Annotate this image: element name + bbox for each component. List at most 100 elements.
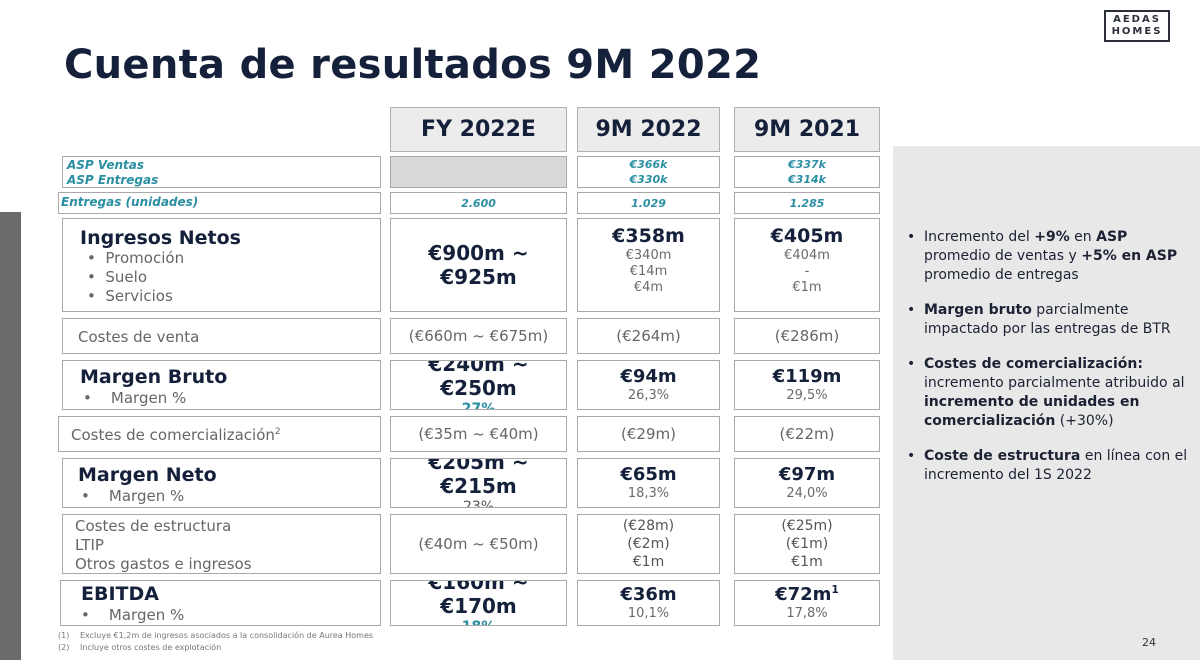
costes-comercializacion-fy: (€35m ~ €40m) xyxy=(418,425,539,443)
asp-entregas-9m2022: €330k xyxy=(629,173,668,186)
page-title: Cuenta de resultados 9M 2022 xyxy=(64,42,762,88)
entregas-9m2022-cell: 1.029 xyxy=(577,192,720,214)
margen-neto-9m2021-pct: 24,0% xyxy=(786,486,828,501)
commentary-text-run: en línea con el incremento del 1S 2022 xyxy=(924,448,1188,483)
margen-neto-sub: • Margen % xyxy=(81,487,185,505)
ingresos-9m2022-cell: €358m €340m €14m €4m xyxy=(577,218,720,312)
ebitda-9m2021: €72m xyxy=(775,584,832,605)
column-header-fy2022e: FY 2022E xyxy=(390,107,567,152)
costes-venta-9m2021-cell: (€286m) xyxy=(734,318,880,354)
entregas-fy-cell: 2.600 xyxy=(390,192,567,214)
commentary-text-run: promedio de ventas y xyxy=(924,248,1082,264)
margen-bruto-9m2022-pct: 26,3% xyxy=(627,388,670,403)
costes-estructura-fy: (€40m ~ €50m) xyxy=(418,535,539,553)
ingresos-9m2021-promocion: €404m xyxy=(784,248,830,263)
entregas-label: Entregas (unidades) xyxy=(61,195,199,209)
ltip-9m2022: (€2m) xyxy=(627,536,670,552)
commentary-text-run: incremento de unidades en comercializaci… xyxy=(924,394,1140,429)
margen-neto-9m2021: €97m xyxy=(778,464,836,485)
bullet-dot: • xyxy=(907,448,916,464)
entregas-9m2022: 1.029 xyxy=(631,196,666,210)
commentary-text-run: Coste de estructura xyxy=(924,448,1081,464)
entregas-fy: 2.600 xyxy=(461,196,496,210)
bullet-dot: • xyxy=(907,302,916,318)
costes-venta-9m2021: (€286m) xyxy=(774,327,840,345)
ingresos-fy-line1: €900m ~ xyxy=(428,241,529,265)
ebitda-fy-cell: €160m ~ €170m 18% xyxy=(390,580,567,626)
footnote-ref-1: 1 xyxy=(831,583,839,596)
ebitda-9m2022-cell: €36m 10,1% xyxy=(577,580,720,626)
asp-ventas-label: ASP Ventas xyxy=(67,158,144,172)
margen-bruto-sub-label: Margen % xyxy=(110,389,187,407)
costes-comercializacion-label-cell: Costes de comercialización2 xyxy=(58,416,381,452)
commentary-text-run: +9% xyxy=(1034,229,1070,245)
otros-gastos-9m2022: €1m xyxy=(632,554,665,570)
margen-neto-fy-cell: €205m ~ €215m 23% xyxy=(390,458,567,508)
margen-neto-title: Margen Neto xyxy=(78,464,217,486)
ingresos-9m2021-cell: €405m €404m - €1m xyxy=(734,218,880,312)
commentary-text-run: promedio de entregas xyxy=(924,267,1079,283)
margen-bruto-9m2022: €94m xyxy=(620,366,677,387)
costes-comercializacion-label-wrap: Costes de comercialización2 xyxy=(71,426,281,444)
logo-line-2: HOMES xyxy=(1111,26,1163,37)
commentary-text-run: (+30%) xyxy=(1055,413,1114,429)
ingresos-label-cell: Ingresos Netos • Promoción • Suelo • Ser… xyxy=(62,218,381,312)
asp-9m2021-cell: €337k €314k xyxy=(734,156,880,188)
ingresos-9m2021-servicios: €1m xyxy=(792,280,822,295)
entregas-label-cell: Entregas (unidades) xyxy=(58,192,381,214)
column-header-9m2021: 9M 2021 xyxy=(734,107,880,152)
margen-bruto-9m2021-cell: €119m 29,5% xyxy=(734,360,880,410)
margen-bruto-title: Margen Bruto xyxy=(80,366,228,388)
ebitda-9m2022: €36m xyxy=(620,584,677,605)
footnote-2-num: (2) xyxy=(58,643,70,652)
commentary-bullet-4: • Coste de estructura en línea con el inc… xyxy=(907,447,1191,485)
asp-ventas-9m2022: €366k xyxy=(629,158,668,171)
ebitda-title: EBITDA xyxy=(81,583,159,605)
ingresos-fy-cell: €900m ~ €925m xyxy=(390,218,567,312)
company-logo: AEDAS HOMES xyxy=(1104,10,1170,42)
commentary-text-run: Margen bruto xyxy=(924,302,1032,318)
ingresos-item-suelo: • Suelo xyxy=(87,268,147,286)
ebitda-sub-label: Margen % xyxy=(108,606,185,624)
ltip-label: LTIP xyxy=(75,536,104,554)
otros-gastos-label: Otros gastos e ingresos xyxy=(75,555,252,573)
ebitda-9m2022-pct: 10,1% xyxy=(627,606,670,621)
ebitda-label-cell: EBITDA • Margen % xyxy=(60,580,381,626)
entregas-9m2021: 1.285 xyxy=(789,196,825,210)
ebitda-9m2021-wrap: €72m1 xyxy=(775,584,839,606)
costes-venta-label-cell: Costes de venta xyxy=(62,318,381,354)
costes-venta-9m2022: (€264m) xyxy=(616,327,681,345)
margen-bruto-9m2021-pct: 29,5% xyxy=(786,388,828,403)
commentary-text-run: +5% en ASP xyxy=(1081,248,1178,264)
asp-9m2022-cell: €366k €330k xyxy=(577,156,720,188)
ingresos-item-servicios: • Servicios xyxy=(87,287,173,305)
ltip-9m2021: (€1m) xyxy=(785,536,829,552)
margen-neto-9m2022-cell: €65m 18,3% xyxy=(577,458,720,508)
costes-estructura-9m2021: (€25m) xyxy=(781,518,833,534)
commentary-list: • Incremento del +9% en ASP promedio de v… xyxy=(907,228,1191,501)
ingresos-items: • Promoción • Suelo • Servicios xyxy=(87,249,184,306)
costes-estructura-label-cell: Costes de estructura LTIP Otros gastos e… xyxy=(62,514,381,574)
costes-comercializacion-9m2021-cell: (€22m) xyxy=(734,416,880,452)
commentary-text-run: ASP xyxy=(1096,229,1128,245)
asp-fy-cell xyxy=(390,156,567,188)
asp-entregas-9m2021: €314k xyxy=(788,173,826,186)
footnote-1-num: (1) xyxy=(58,631,70,640)
costes-venta-9m2022-cell: (€264m) xyxy=(577,318,720,354)
footnote-1: (1) Excluye €1,2m de ingresos asociados a… xyxy=(58,630,373,642)
costes-estructura-labels: Costes de estructura LTIP Otros gastos e… xyxy=(75,517,252,573)
margen-neto-fy-pct: 23% xyxy=(462,499,495,508)
margen-bruto-sub: • Margen % xyxy=(83,389,187,407)
asp-label-cell: ASP Ventas ASP Entregas xyxy=(62,156,381,188)
asp-entregas-label: ASP Entregas xyxy=(67,173,159,187)
commentary-text-run: parcialmente impactado por las entregas … xyxy=(924,302,1171,337)
costes-comercializacion-9m2022-cell: (€29m) xyxy=(577,416,720,452)
footnote-2-text: Incluye otros costes de explotación xyxy=(80,643,222,652)
ingresos-fy-line2: €925m xyxy=(440,265,517,289)
commentary-bullet-3: • Costes de comercialización: incremento … xyxy=(907,355,1191,431)
ingresos-9m2021-total: €405m xyxy=(770,225,844,247)
costes-estructura-fy-cell: (€40m ~ €50m) xyxy=(390,514,567,574)
costes-venta-fy: (€660m ~ €675m) xyxy=(408,327,549,345)
margen-neto-sub-label: Margen % xyxy=(108,487,185,505)
ingresos-9m2022-suelo: €14m xyxy=(629,264,668,279)
